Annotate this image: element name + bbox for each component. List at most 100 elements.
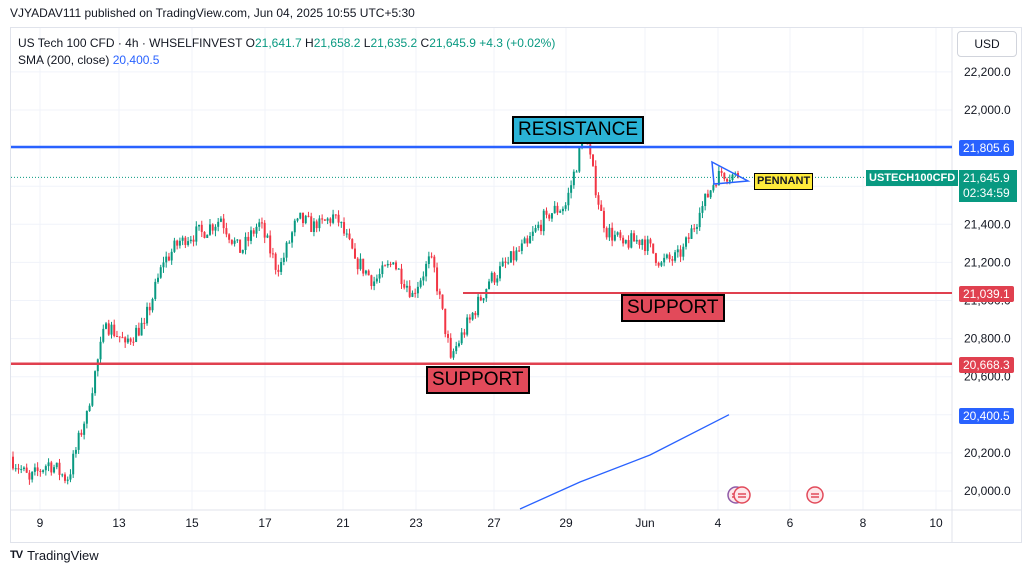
candle-body xyxy=(14,468,17,470)
candle-body xyxy=(58,462,61,475)
symbol-tag: USTECH100CFD xyxy=(866,170,959,186)
candle-body xyxy=(263,222,266,238)
candle-body xyxy=(698,212,701,228)
economic-event-icon[interactable] xyxy=(733,486,751,504)
candle-body xyxy=(600,204,603,211)
candle-body xyxy=(682,246,685,257)
candle-body xyxy=(250,230,253,241)
candle-body xyxy=(455,346,458,352)
candle-body xyxy=(88,405,91,411)
candle-body xyxy=(31,471,34,480)
candle-body xyxy=(310,216,313,232)
candle-body xyxy=(452,351,455,358)
candle-body xyxy=(340,222,343,224)
candle-body xyxy=(110,324,113,335)
candle-body xyxy=(660,262,663,266)
candle-body xyxy=(447,334,449,338)
x-tick-label: 4 xyxy=(715,516,722,530)
candle-body xyxy=(225,228,228,235)
candle-body xyxy=(534,228,537,232)
candle-body xyxy=(337,214,340,223)
support-lower-price-tag: 20,668.3 xyxy=(959,357,1014,373)
candle-body xyxy=(386,263,389,266)
candle-body xyxy=(135,327,138,342)
candle-body xyxy=(299,212,302,219)
candle-body xyxy=(668,254,671,260)
candle-body xyxy=(321,218,324,220)
candle-body xyxy=(416,286,419,294)
candle-body xyxy=(509,251,512,263)
candle-body xyxy=(115,336,118,338)
candle-body xyxy=(356,258,359,270)
candle-body xyxy=(422,276,425,281)
sma-line xyxy=(519,414,730,510)
candle-body xyxy=(239,239,242,253)
candle-body xyxy=(622,237,625,244)
candle-body xyxy=(564,205,567,209)
candle-body xyxy=(411,292,414,297)
candle-body xyxy=(323,219,326,221)
candle-body xyxy=(731,174,734,181)
resistance-price-tag: 21,805.6 xyxy=(959,140,1014,156)
candle-body xyxy=(704,193,707,207)
candle-body xyxy=(247,236,250,241)
candle-body xyxy=(389,263,392,265)
candle-body xyxy=(512,251,515,261)
candle-body xyxy=(99,341,102,360)
candle-body xyxy=(189,239,192,242)
candle-body xyxy=(334,214,337,216)
candle-body xyxy=(471,312,474,320)
x-tick-label: 17 xyxy=(258,516,272,530)
candle-body xyxy=(498,266,501,279)
candle-body xyxy=(490,272,493,282)
candle-body xyxy=(69,474,72,480)
currency-button[interactable]: USD xyxy=(957,31,1017,57)
candle-body xyxy=(293,220,296,233)
current-price-tag: 21,645.9 02:34:59 xyxy=(959,170,1017,202)
candle-body xyxy=(74,449,77,454)
candle-body xyxy=(329,218,332,223)
x-tick-label: Jun xyxy=(635,516,654,530)
candle-body xyxy=(397,268,400,270)
candle-body xyxy=(630,233,633,248)
candle-body xyxy=(425,263,428,277)
footer: TV TradingView xyxy=(10,545,99,565)
candle-body xyxy=(405,285,408,288)
high-value: 21,658.2 xyxy=(313,36,361,50)
close-label: C xyxy=(420,36,430,50)
candle-body xyxy=(515,250,518,261)
candle-body xyxy=(236,239,239,241)
y-tick-label: 20,200.0 xyxy=(964,446,1011,460)
candle-body xyxy=(203,231,206,238)
candle-body xyxy=(504,261,507,263)
symbol-description[interactable]: US Tech 100 CFD · 4h · WHSELFINVEST xyxy=(18,36,243,50)
tradingview-brand[interactable]: TradingView xyxy=(27,547,99,563)
candle-body xyxy=(12,456,14,469)
candle-body xyxy=(643,239,646,252)
candle-body xyxy=(652,243,655,254)
candle-body xyxy=(493,272,496,283)
candle-body xyxy=(373,281,376,286)
candle-body xyxy=(548,214,551,219)
tradingview-logo-icon[interactable]: TV xyxy=(10,549,23,561)
sma-label[interactable]: SMA (200, close) xyxy=(18,53,110,67)
candle-body xyxy=(170,251,173,261)
candle-body xyxy=(619,232,622,238)
candle-body xyxy=(17,468,20,470)
candle-body xyxy=(66,479,69,481)
candle-body xyxy=(312,221,315,232)
candle-body xyxy=(627,240,630,248)
candle-body xyxy=(255,226,258,234)
x-tick-label: 27 xyxy=(487,516,501,530)
candle-body xyxy=(39,470,42,472)
open-value: 21,641.7 xyxy=(254,36,302,50)
candle-body xyxy=(244,236,247,251)
candle-body xyxy=(400,268,403,285)
candle-body xyxy=(80,432,83,435)
candle-body xyxy=(616,232,619,235)
economic-event-icon[interactable] xyxy=(806,486,824,504)
candle-body xyxy=(94,371,97,394)
candle-body xyxy=(367,270,370,276)
candle-body xyxy=(613,234,616,241)
